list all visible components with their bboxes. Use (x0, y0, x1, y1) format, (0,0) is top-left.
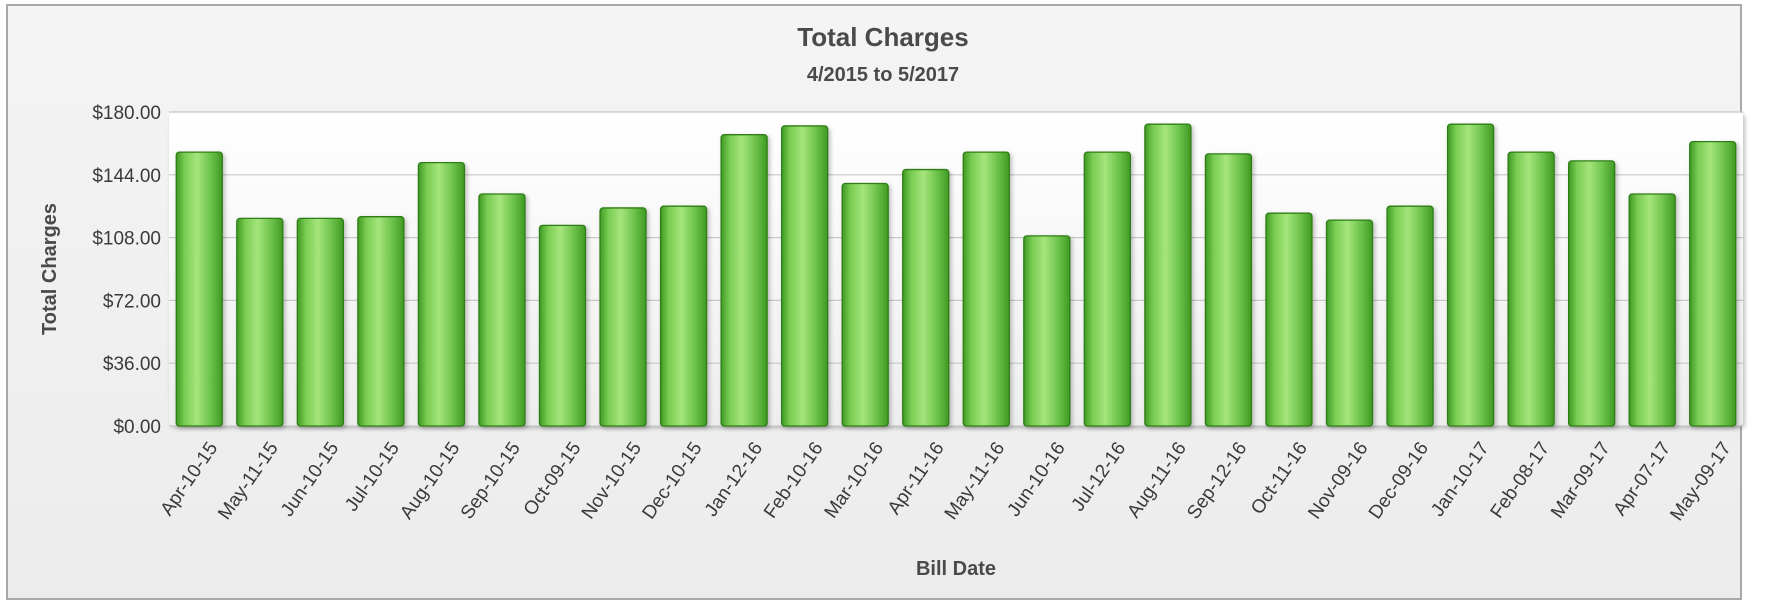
x-tick-label: Nov-09-16 (1304, 438, 1372, 523)
x-tick-label: Jul-12-16 (1068, 438, 1131, 515)
y-tick-label: $180.00 (92, 103, 161, 124)
y-tick-label: $36.00 (103, 354, 161, 375)
bar[interactable] (1386, 205, 1434, 427)
chart-title: Total Charges (797, 22, 969, 52)
bar[interactable] (1204, 153, 1253, 427)
bar[interactable] (1265, 212, 1313, 427)
x-tick-label: Jan-10-17 (1427, 438, 1493, 520)
x-tick-label: Sep-12-16 (1183, 438, 1251, 523)
x-tick-label: May-11-15 (214, 438, 282, 523)
bar[interactable] (780, 125, 829, 427)
x-tick-label: Dec-09-16 (1365, 438, 1433, 523)
bar[interactable] (1446, 123, 1495, 427)
x-axis-ticks: Apr-10-15May-11-15Jun-10-15Jul-10-15Aug-… (157, 438, 1736, 524)
bar[interactable] (1023, 235, 1071, 427)
x-tick-label: Dec-10-15 (638, 438, 706, 523)
y-tick-label: $144.00 (92, 166, 161, 187)
bar[interactable] (1325, 219, 1374, 427)
x-tick-label: Oct-09-15 (520, 438, 586, 519)
y-tick-label: $72.00 (103, 291, 161, 312)
x-tick-label: May-11-16 (941, 438, 1009, 523)
y-tick-label: $108.00 (92, 229, 161, 250)
bar[interactable] (962, 151, 1010, 427)
bar[interactable] (1567, 160, 1616, 427)
y-axis-ticks: $0.00 $36.00 $72.00 $108.00 $144.00 $180.00 (92, 103, 161, 438)
x-tick-label: Feb-10-16 (760, 438, 827, 522)
bar[interactable] (1083, 151, 1132, 427)
bar[interactable] (1628, 193, 1676, 427)
bar[interactable] (357, 216, 405, 427)
bar[interactable] (538, 224, 587, 427)
y-axis-title: Total Charges (39, 203, 61, 335)
bar[interactable] (1689, 141, 1737, 427)
bar[interactable] (599, 207, 647, 427)
x-tick-label: May-09-17 (1666, 438, 1735, 524)
bar[interactable] (720, 134, 768, 427)
bar[interactable] (175, 151, 223, 427)
x-tick-label: Nov-10-15 (578, 438, 646, 523)
bar[interactable] (236, 217, 284, 427)
x-tick-label: Aug-10-15 (396, 438, 464, 523)
plot-area (169, 112, 1743, 426)
x-tick-label: Mar-09-17 (1547, 438, 1614, 522)
x-tick-label: Apr-10-15 (157, 438, 223, 519)
x-tick-label: Jun-10-16 (1004, 438, 1070, 520)
x-tick-label: Sep-10-15 (457, 438, 525, 523)
x-tick-label: Jan-12-16 (701, 438, 767, 520)
x-tick-label: Mar-10-16 (821, 438, 888, 522)
x-tick-label: Oct-11-16 (1247, 438, 1312, 518)
bars (175, 123, 1737, 427)
bar[interactable] (841, 182, 889, 427)
x-tick-label: Jul-10-15 (341, 438, 404, 515)
y-tick-label: $0.00 (113, 417, 161, 438)
bar[interactable] (1507, 151, 1555, 427)
bar[interactable] (296, 217, 345, 427)
x-axis-title: Bill Date (916, 558, 996, 580)
chart-subtitle: 4/2015 to 5/2017 (806, 64, 960, 86)
bar[interactable] (902, 168, 950, 427)
bar[interactable] (478, 193, 526, 427)
bar[interactable] (659, 205, 708, 427)
x-tick-label: Apr-11-16 (884, 438, 949, 518)
x-tick-label: Jun-10-15 (277, 438, 343, 520)
bar[interactable] (1144, 123, 1192, 427)
bar[interactable] (417, 161, 466, 427)
x-tick-label: Aug-11-16 (1124, 438, 1191, 522)
x-tick-label: Feb-08-17 (1487, 438, 1554, 522)
x-tick-label: Apr-07-17 (1610, 438, 1676, 519)
